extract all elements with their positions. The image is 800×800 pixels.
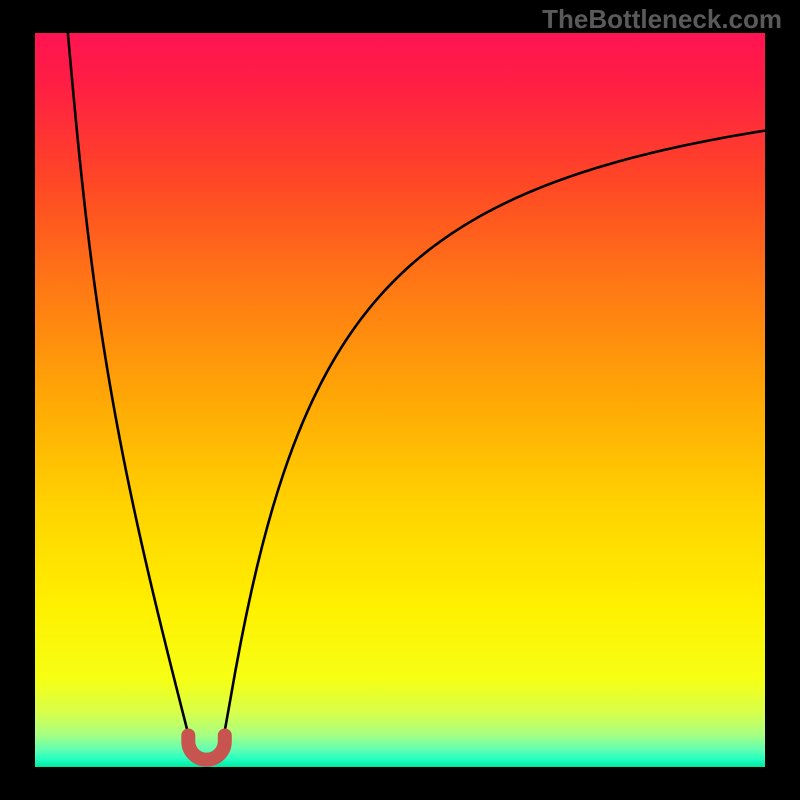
plot-svg (35, 33, 765, 767)
plot-area (35, 33, 765, 767)
watermark-text: TheBottleneck.com (542, 4, 782, 35)
gradient-background (35, 33, 765, 767)
